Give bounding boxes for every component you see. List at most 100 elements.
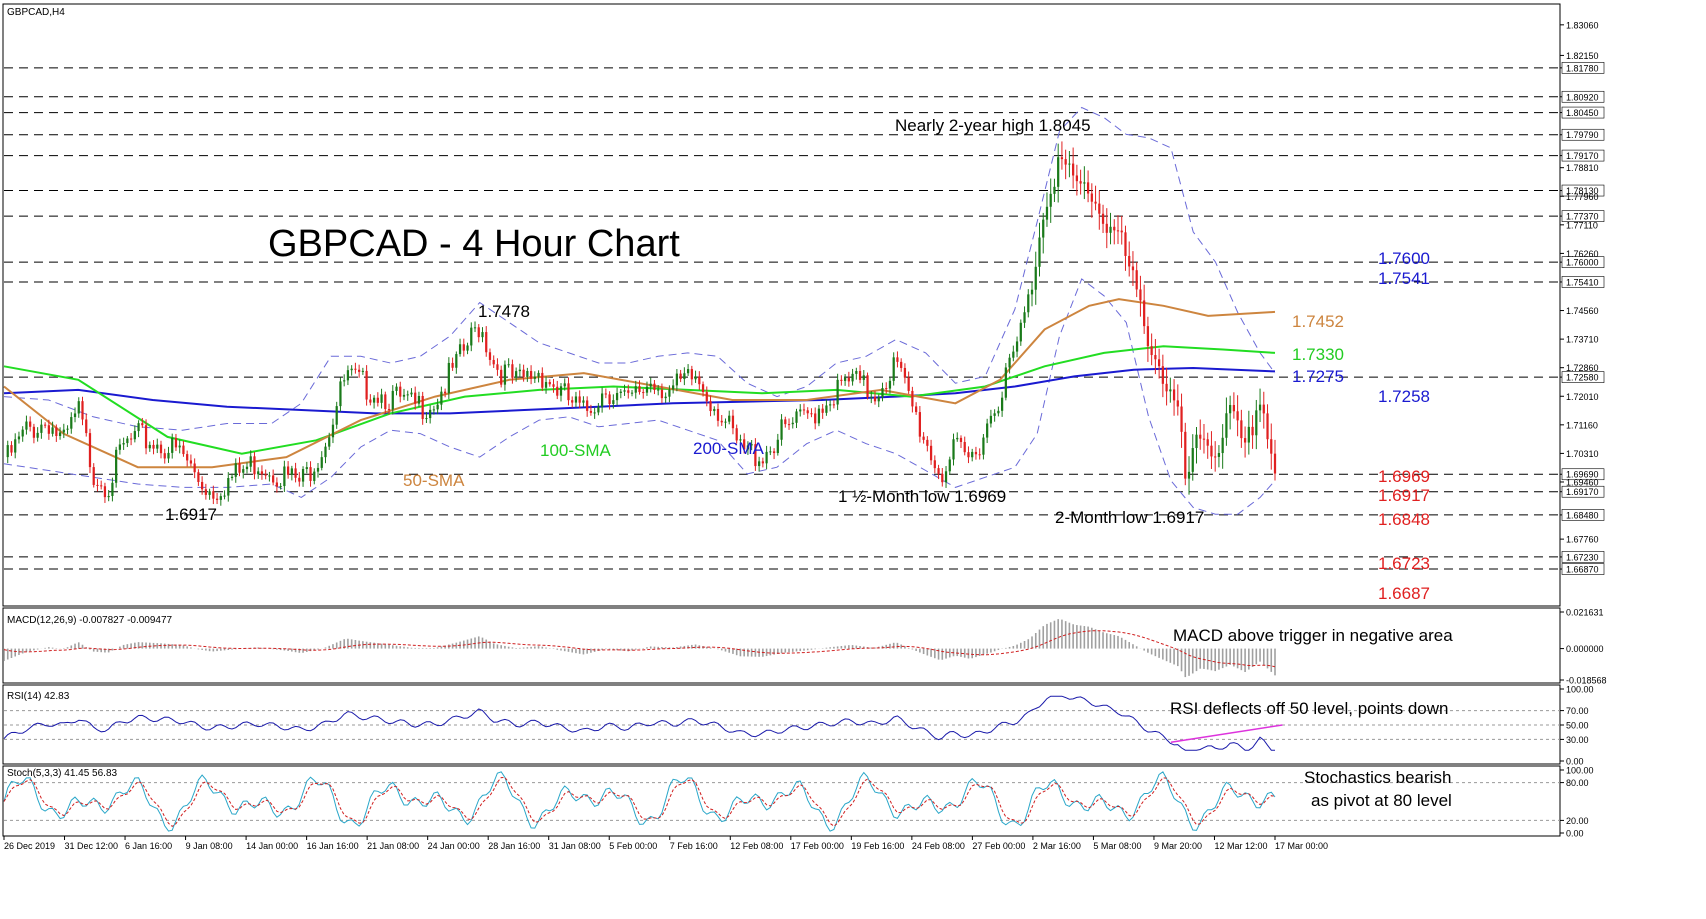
candle-bear bbox=[787, 424, 791, 426]
candle-bull bbox=[313, 471, 316, 481]
candle-bull bbox=[1169, 389, 1172, 392]
candle-bear bbox=[698, 376, 701, 385]
candle-bear bbox=[941, 473, 944, 483]
candle-bear bbox=[286, 466, 290, 475]
candle-bull bbox=[17, 436, 21, 440]
candle-bear bbox=[1172, 389, 1176, 401]
price-tick-label: 1.77960 bbox=[1566, 192, 1599, 202]
candle-bear bbox=[967, 452, 970, 458]
candle-bull bbox=[391, 390, 394, 410]
candle-bull bbox=[21, 429, 24, 437]
candle-bear bbox=[215, 498, 219, 500]
candle-bull bbox=[952, 439, 955, 460]
time-tick-label: 24 Jan 00:00 bbox=[428, 841, 480, 851]
candle-bear bbox=[821, 408, 824, 413]
candle-bear bbox=[701, 384, 705, 393]
candle-bear bbox=[1101, 213, 1105, 224]
candle-bull bbox=[746, 445, 750, 450]
candle-bear bbox=[885, 388, 888, 390]
candle-bull bbox=[645, 386, 649, 393]
stoch-signal-line bbox=[3, 776, 1276, 828]
price-tick-label: 1.77370 bbox=[1566, 212, 1599, 222]
candle-bear bbox=[1105, 223, 1108, 233]
candle-bull bbox=[455, 354, 458, 368]
time-tick-label: 24 Feb 08:00 bbox=[912, 841, 965, 851]
candle-bull bbox=[178, 445, 181, 448]
level-label: 1.6917 bbox=[1378, 486, 1430, 505]
candle-bear bbox=[1060, 157, 1064, 160]
candle-bull bbox=[657, 389, 660, 391]
candle-bull bbox=[877, 397, 880, 402]
candle-bull bbox=[1030, 289, 1034, 295]
candle-bear bbox=[1094, 201, 1097, 204]
annotation-1-7478: 1.7478 bbox=[478, 302, 530, 321]
candle-bull bbox=[14, 439, 17, 453]
candle-bear bbox=[182, 445, 185, 455]
macd-label: MACD(12,26,9) -0.007827 -0.009477 bbox=[7, 615, 173, 626]
candle-bear bbox=[638, 386, 641, 393]
candle-bull bbox=[470, 327, 473, 346]
candle-bull bbox=[133, 431, 136, 440]
candle-bear bbox=[896, 357, 899, 362]
rsi-label: RSI(14) 42.83 bbox=[7, 691, 70, 702]
candle-bear bbox=[100, 485, 103, 487]
candle-bull bbox=[283, 466, 286, 487]
time-tick-label: 16 Jan 16:00 bbox=[307, 841, 359, 851]
candle-bear bbox=[772, 451, 776, 454]
candle-bear bbox=[399, 386, 402, 397]
candle-bear bbox=[959, 437, 963, 442]
candle-bear bbox=[731, 415, 735, 429]
price-tick-box bbox=[1561, 276, 1605, 288]
candle-bear bbox=[88, 433, 92, 468]
candle-bear bbox=[911, 390, 914, 407]
candle-bull bbox=[600, 393, 604, 407]
candle-bull bbox=[1008, 357, 1011, 368]
candle-bull bbox=[328, 437, 331, 447]
candle-bear bbox=[589, 410, 593, 413]
price-tick-box bbox=[1561, 551, 1605, 563]
main-panel-frame bbox=[2, 3, 1561, 607]
rsi-tick-label: 100.00 bbox=[1566, 685, 1594, 695]
price-tick-box bbox=[1561, 149, 1605, 162]
candle-bull bbox=[713, 408, 716, 412]
candle-bull bbox=[111, 482, 114, 496]
candle-bull bbox=[1042, 219, 1045, 238]
candle-bear bbox=[1262, 404, 1265, 414]
time-tick-label: 9 Mar 20:00 bbox=[1154, 841, 1202, 851]
candle-bull bbox=[728, 415, 731, 422]
price-tick-box bbox=[1561, 485, 1605, 498]
candle-bear bbox=[1098, 203, 1101, 214]
candle-bull bbox=[948, 459, 951, 472]
candle-bear bbox=[1154, 355, 1157, 360]
time-tick-label: 27 Feb 00:00 bbox=[972, 841, 1025, 851]
time-tick-label: 7 Feb 16:00 bbox=[670, 841, 718, 851]
price-tick-label: 1.70310 bbox=[1566, 449, 1599, 459]
candle-bear bbox=[627, 390, 630, 393]
candle-bull bbox=[817, 408, 821, 424]
candle-bear bbox=[496, 364, 499, 370]
candle-bull bbox=[825, 405, 828, 413]
price-tick-label: 1.67230 bbox=[1566, 552, 1599, 562]
candle-bull bbox=[1045, 206, 1049, 220]
candle-bull bbox=[971, 451, 974, 458]
candle-bull bbox=[750, 444, 753, 446]
candle-bear bbox=[754, 444, 757, 467]
candle-bear bbox=[10, 445, 13, 453]
candle-bull bbox=[339, 381, 342, 407]
candle-bull bbox=[223, 495, 226, 497]
sma100-label: 100-SMA bbox=[540, 441, 612, 460]
rsi-tick-label: 30.00 bbox=[1566, 735, 1589, 745]
stoch-panel-frame bbox=[2, 765, 1561, 837]
candle-bear bbox=[929, 445, 933, 461]
price-tick-label: 1.74560 bbox=[1566, 306, 1599, 316]
candle-bear bbox=[488, 352, 492, 360]
price-tick-label: 1.76000 bbox=[1566, 258, 1599, 268]
candle-bull bbox=[227, 478, 230, 496]
candle-bull bbox=[615, 392, 619, 401]
candle-bull bbox=[473, 327, 477, 329]
price-tick-label: 1.79170 bbox=[1566, 151, 1599, 161]
candle-bull bbox=[58, 432, 62, 436]
candle-bull bbox=[829, 404, 832, 406]
candle-bull bbox=[290, 468, 293, 475]
candle-bear bbox=[1161, 366, 1164, 384]
